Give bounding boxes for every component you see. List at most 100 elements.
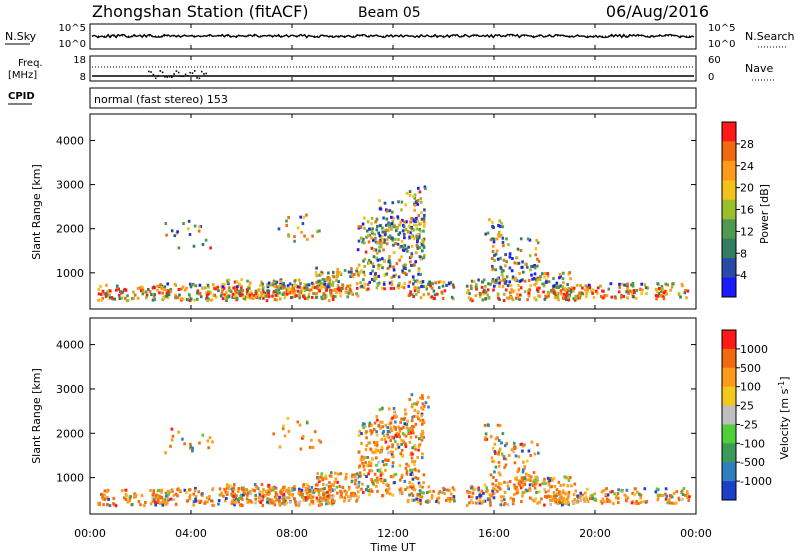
echo-cell [519, 442, 523, 446]
echo-cell [516, 488, 519, 492]
echo-cell [398, 231, 402, 235]
echo-cell [500, 233, 503, 237]
echo-cell [421, 238, 424, 242]
colorbar-frame [721, 329, 737, 501]
echo-cell [422, 240, 425, 244]
echo-cell [382, 281, 386, 284]
echo-cell [404, 445, 408, 448]
echo-cell [203, 501, 206, 505]
echo-cell [206, 299, 209, 302]
echo-cell [437, 492, 441, 496]
echo-cell [347, 270, 351, 274]
echo-cell [388, 261, 392, 265]
echo-cell [416, 500, 420, 504]
echo-cell [307, 295, 310, 299]
echo-cell [659, 289, 663, 293]
echo-cell [504, 264, 507, 268]
echo-cell [324, 491, 327, 495]
echo-cell [561, 489, 565, 493]
echo-cell [670, 285, 674, 289]
echo-cell [287, 490, 290, 494]
nave-dot [173, 73, 175, 75]
echo-cell [410, 405, 414, 409]
echo-cell [536, 288, 539, 292]
echo-cell [248, 293, 252, 297]
echo-cell [405, 462, 408, 466]
echo-cell [336, 472, 340, 476]
echo-cell [553, 284, 557, 288]
echo-cell [97, 502, 100, 506]
echo-cell [385, 491, 389, 495]
echo-cell [401, 454, 405, 458]
echo-cell [585, 288, 589, 292]
echo-cell [614, 296, 617, 300]
echo-cell [303, 296, 307, 300]
echo-cell [387, 487, 391, 491]
echo-cell [398, 427, 402, 431]
echo-cell [384, 423, 388, 427]
echo-cell [498, 449, 501, 453]
echo-cell [322, 483, 325, 486]
echo-cell [340, 491, 343, 495]
echo-cell [416, 492, 419, 496]
echo-cell [626, 287, 629, 291]
echo-cell [360, 487, 363, 491]
echo-cell [390, 276, 393, 280]
echo-cell [422, 244, 425, 248]
echo-cell [528, 488, 532, 492]
echo-cell [390, 227, 393, 231]
echo-cell [298, 296, 301, 300]
echo-cell [353, 492, 356, 496]
echo-cell [403, 479, 407, 483]
echo-cell [394, 447, 398, 451]
echo-cell [300, 495, 304, 499]
echo-cell [483, 499, 487, 503]
echo-cell [173, 234, 177, 238]
echo-cell [546, 274, 550, 278]
nave-dot [194, 70, 196, 72]
echo-cell [412, 219, 416, 223]
echo-cell [482, 500, 485, 503]
echo-cell [556, 295, 560, 298]
echo-cell [234, 288, 237, 292]
echo-cell [132, 296, 135, 300]
colorbar-tick-label: 100 [740, 381, 761, 394]
echo-cell [305, 286, 309, 290]
echo-cell [521, 449, 524, 453]
echo-cell [565, 294, 568, 298]
echo-cell [521, 484, 525, 488]
echo-cell [302, 215, 306, 219]
echo-cell [421, 402, 425, 406]
echo-cell [224, 291, 228, 295]
echo-cell [264, 294, 268, 298]
echo-cell [248, 489, 252, 493]
echo-cell [478, 501, 482, 505]
echo-cell [387, 451, 390, 455]
echo-cell [412, 195, 415, 198]
echo-cell [266, 289, 269, 293]
echo-cell [546, 272, 550, 276]
echo-cell [493, 284, 496, 288]
echo-cell [347, 485, 351, 489]
echo-cell [104, 294, 108, 298]
echo-cell [404, 203, 408, 207]
echo-cell [170, 438, 174, 442]
echo-cell [588, 283, 591, 287]
colorbar-swatch [722, 180, 736, 201]
echo-cell [283, 296, 287, 300]
echo-cell [551, 497, 555, 501]
echo-cell [275, 298, 279, 302]
echo-cell [426, 491, 429, 495]
echo-cell [470, 495, 474, 499]
echo-cell [625, 290, 628, 294]
echo-cell [285, 501, 288, 505]
echo-cell [147, 288, 150, 291]
colorbar-tick-label: 8 [740, 247, 747, 260]
echo-cell [370, 246, 374, 250]
echo-cell [379, 264, 383, 268]
echo-cell [414, 260, 417, 264]
echo-cell [223, 293, 226, 297]
echo-cell [199, 499, 203, 503]
echo-cell [164, 494, 168, 498]
echo-cell [333, 480, 337, 484]
